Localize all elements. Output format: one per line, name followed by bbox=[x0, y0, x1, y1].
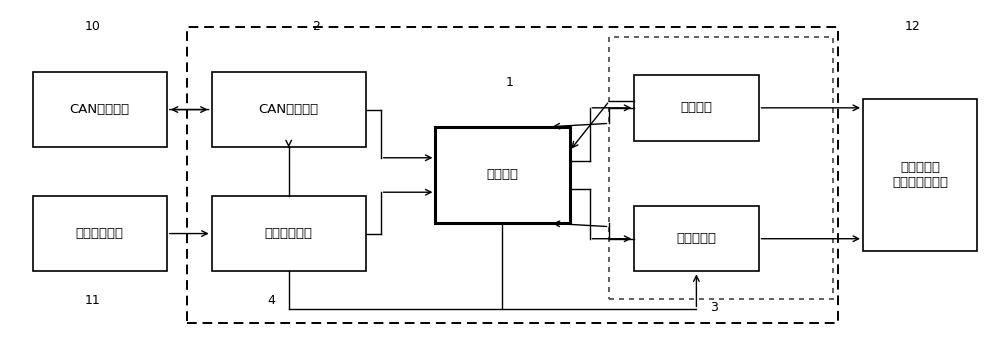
Text: 3: 3 bbox=[710, 301, 718, 314]
Text: CAN通讯单元: CAN通讯单元 bbox=[259, 103, 319, 116]
Text: 主控单元: 主控单元 bbox=[486, 168, 518, 182]
Bar bbox=[212, 72, 366, 147]
Text: 10: 10 bbox=[84, 20, 100, 33]
Text: 执行器驱动: 执行器驱动 bbox=[676, 232, 716, 245]
Bar bbox=[609, 37, 833, 299]
Bar bbox=[634, 206, 759, 272]
Text: 11: 11 bbox=[84, 294, 100, 307]
Text: 1: 1 bbox=[506, 76, 514, 89]
Bar bbox=[435, 127, 570, 223]
Text: 供电电源接口: 供电电源接口 bbox=[76, 227, 124, 240]
Bar bbox=[212, 196, 366, 272]
Text: 2: 2 bbox=[312, 20, 320, 33]
Text: 状态检测: 状态检测 bbox=[680, 102, 712, 114]
Text: 电源管理单元: 电源管理单元 bbox=[265, 227, 313, 240]
Text: 12: 12 bbox=[905, 20, 921, 33]
Bar bbox=[187, 27, 838, 323]
Bar bbox=[33, 196, 167, 272]
Text: CAN通讯接口: CAN通讯接口 bbox=[70, 103, 130, 116]
Bar bbox=[634, 75, 759, 141]
Bar bbox=[863, 99, 977, 251]
Text: 4: 4 bbox=[267, 294, 275, 307]
Text: 执行器驱动
与状态检测接口: 执行器驱动 与状态检测接口 bbox=[892, 161, 948, 189]
Bar bbox=[33, 72, 167, 147]
